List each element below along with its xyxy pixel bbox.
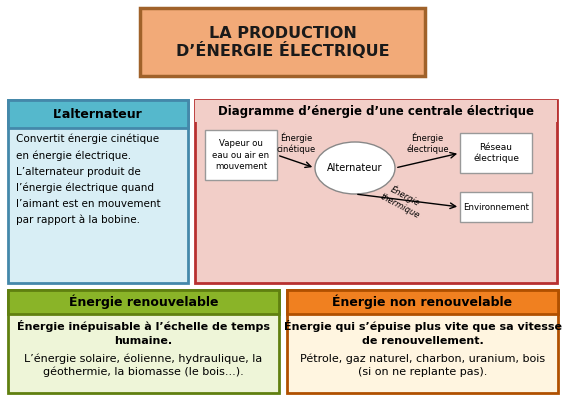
Bar <box>195 100 557 283</box>
Text: Énergie
électrique: Énergie électrique <box>406 132 449 154</box>
Text: Énergie
cinétique: Énergie cinétique <box>276 132 316 154</box>
Bar <box>287 290 558 314</box>
Bar <box>460 133 532 173</box>
Bar <box>140 8 425 76</box>
Text: Énergie inépuisable à l’échelle de temps
humaine.: Énergie inépuisable à l’échelle de temps… <box>17 320 270 346</box>
Text: Convertit énergie cinétique
en énergie électrique.
L’alternateur produit de
l’én: Convertit énergie cinétique en énergie é… <box>16 134 160 225</box>
Bar <box>195 100 557 122</box>
Text: L’énergie solaire, éolienne, hydraulique, la
géothermie, la biomasse (le bois...: L’énergie solaire, éolienne, hydraulique… <box>24 353 263 378</box>
Text: D’ÉNERGIE ÉLECTRIQUE: D’ÉNERGIE ÉLECTRIQUE <box>176 42 389 60</box>
Text: Vapeur ou
eau ou air en
mouvement: Vapeur ou eau ou air en mouvement <box>212 139 270 170</box>
Ellipse shape <box>315 142 395 194</box>
Text: LA PRODUCTION: LA PRODUCTION <box>208 26 357 40</box>
Text: Environnement: Environnement <box>463 202 529 212</box>
Text: Réseau
électrique: Réseau électrique <box>473 143 519 163</box>
Bar <box>460 192 532 222</box>
Bar <box>287 290 558 393</box>
Text: Énergie non renouvelable: Énergie non renouvelable <box>332 295 512 309</box>
Bar <box>8 100 188 128</box>
Text: Énergie
thermique: Énergie thermique <box>379 181 427 220</box>
Text: Diagramme d’énergie d’une centrale électrique: Diagramme d’énergie d’une centrale élect… <box>218 104 534 118</box>
Text: Énergie renouvelable: Énergie renouvelable <box>69 295 218 309</box>
Bar <box>205 130 277 180</box>
Bar <box>8 290 279 314</box>
Text: L’alternateur: L’alternateur <box>53 108 143 120</box>
Text: Pétrole, gaz naturel, charbon, uranium, bois
(si on ne replante pas).: Pétrole, gaz naturel, charbon, uranium, … <box>300 353 545 377</box>
Bar <box>8 290 279 393</box>
Text: Énergie qui s’épuise plus vite que sa vitesse
de renouvellement.: Énergie qui s’épuise plus vite que sa vi… <box>284 320 562 346</box>
Text: Alternateur: Alternateur <box>327 163 383 173</box>
Bar <box>8 100 188 283</box>
